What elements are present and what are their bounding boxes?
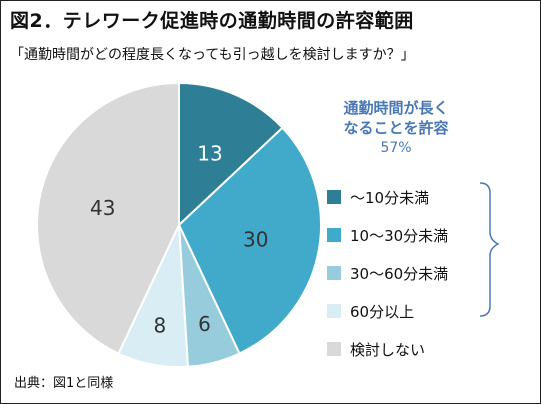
chart-subtitle: 「通勤時間がどの程度長くなっても引っ越しを検討しますか？」 <box>10 47 415 63</box>
pie-slice <box>178 81 284 228</box>
legend-label: ～10分未満 <box>350 188 430 207</box>
source-note: 出典：図1と同様 <box>14 376 114 391</box>
legend: ～10分未満 10～30分未満 30～60分未満 60分以上 検討しない <box>327 178 448 368</box>
legend-item: 60分以上 <box>327 292 448 330</box>
group-annotation-line2: なることを許容 <box>343 119 449 137</box>
legend-label: 10～30分未満 <box>350 226 449 245</box>
pie-value-label: 6 <box>198 312 211 336</box>
pie-value-label: 43 <box>90 196 115 220</box>
group-annotation-line1: 通勤時間が長く <box>343 99 449 117</box>
pie-value-labels: 13 30 6 8 43 <box>90 141 268 337</box>
pie-value-label: 30 <box>243 228 268 252</box>
legend-item: 検討しない <box>327 330 448 368</box>
group-annotation: 通勤時間が長く なることを許容 57% <box>316 98 476 158</box>
legend-swatch <box>327 190 341 204</box>
chart-title: 図2．テレワーク促進時の通勤時間の許容範囲 <box>10 10 414 32</box>
legend-swatch <box>327 228 341 242</box>
pie-slice <box>177 126 322 355</box>
pie-slice <box>36 81 180 355</box>
legend-swatch <box>327 266 341 280</box>
pie-slices <box>36 81 322 369</box>
legend-label: 30～60分未満 <box>350 264 449 283</box>
group-annotation-percent: 57% <box>380 140 412 156</box>
legend-swatch <box>327 342 341 356</box>
legend-swatch <box>327 304 341 318</box>
legend-label: 60分以上 <box>350 302 415 321</box>
legend-item: ～10分未満 <box>327 178 448 216</box>
pie-value-label: 8 <box>153 313 166 337</box>
pie-value-label: 13 <box>197 141 222 165</box>
legend-label: 検討しない <box>350 340 426 359</box>
legend-item: 30～60分未満 <box>327 254 448 292</box>
legend-bracket <box>479 182 500 317</box>
legend-item: 10～30分未満 <box>327 216 448 254</box>
